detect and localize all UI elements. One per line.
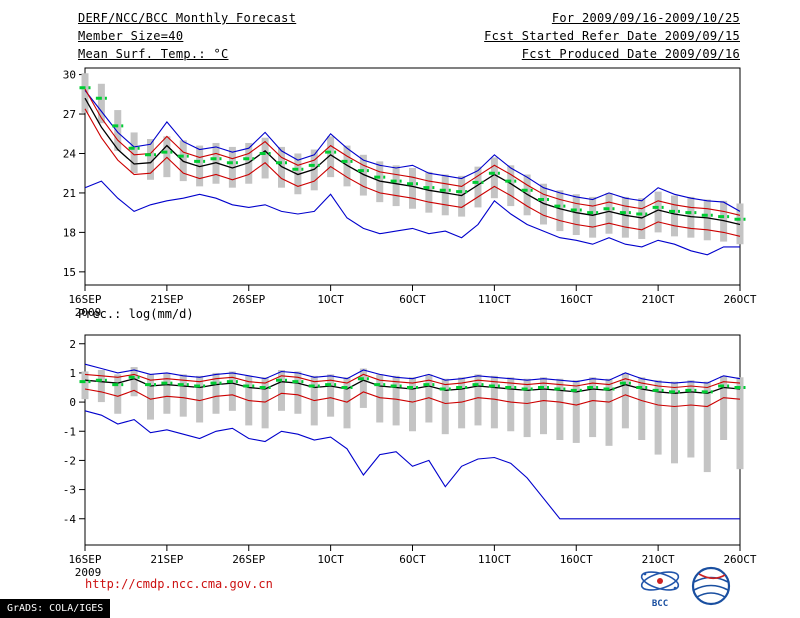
ensemble-mean: [84, 97, 741, 226]
x-year-label: 2009: [75, 566, 102, 579]
x-axis: 16SEP 21SEP 26SEP 1OCT 6OCT 11OCT 16OCT 21OCT 26…: [68, 545, 757, 579]
y-tick-label: 21: [63, 187, 76, 200]
temperature-chart: 15 18 21 24 27 30 16SEP 21SEP 26SEP 1OCT 6OCT 11OCT…: [63, 67, 757, 318]
x-tick-label: 26OCT: [723, 553, 756, 566]
x-tick-label: 21OCT: [642, 293, 675, 306]
y-axis: 15 18 21 24 27 30: [63, 69, 85, 279]
y-tick-label: 30: [63, 69, 76, 82]
produced-date-label: Fcst Produced Date 2009/09/16: [521, 47, 740, 61]
x-year-label: 2009: [75, 306, 102, 318]
x-axis: 16SEP 21SEP 26SEP 1OCT 6OCT 11OCT 16OCT 21OCT 26…: [68, 285, 757, 318]
x-tick-label: 11OCT: [478, 293, 511, 306]
y-tick-label: 1: [69, 367, 76, 380]
x-tick-label: 6OCT: [399, 553, 426, 566]
ensemble-min: [84, 410, 740, 520]
x-tick-label: 26SEP: [232, 293, 265, 306]
x-tick-label: 26SEP: [232, 553, 265, 566]
ensemble-max: [84, 363, 741, 384]
x-tick-label: 21OCT: [642, 553, 675, 566]
y-tick-label: 18: [63, 226, 76, 239]
y-axis: -4 -3 -2 -1 0 1 2: [63, 338, 85, 526]
lower-quartile: [84, 388, 741, 408]
y-tick-label: -4: [63, 513, 77, 526]
y-tick-label: 27: [63, 108, 76, 121]
upper-quartile: [84, 88, 741, 216]
grads-credit: GrADS: COLA/IGES: [0, 599, 111, 618]
x-tick-label: 26OCT: [723, 293, 756, 306]
member-size-label: Member Size=40: [78, 29, 184, 43]
x-tick-label: 1OCT: [317, 293, 344, 306]
plot-title: DERF/NCC/BCC Monthly Forecast: [78, 11, 297, 25]
lower-quartile: [84, 108, 741, 237]
ncc-logo-icon: [691, 566, 731, 606]
y-tick-label: 24: [63, 147, 77, 160]
x-tick-label: 11OCT: [478, 553, 511, 566]
upper-quartile: [84, 373, 741, 389]
x-tick-label: 16OCT: [560, 553, 593, 566]
y-tick-label: -1: [63, 425, 76, 438]
prec-panel-label: Prec.: log(mm/d): [78, 307, 194, 321]
x-tick-label: 21SEP: [150, 553, 183, 566]
x-tick-label: 16OCT: [560, 293, 593, 306]
source-url: http://cmdp.ncc.cma.gov.cn: [85, 577, 273, 591]
ensemble-median: [79, 375, 746, 394]
refer-date-label: Fcst Started Refer Date 2009/09/15: [484, 29, 740, 43]
ensemble-median: [79, 86, 746, 221]
x-tick-label: 16SEP: [68, 293, 101, 306]
ensemble-spread-bar: [81, 367, 744, 473]
bcc-logo-label: BCC: [651, 599, 669, 609]
ncc-logo: [690, 565, 732, 611]
bcc-logo: BCC: [636, 566, 684, 609]
y-tick-label: -2: [63, 454, 76, 467]
x-tick-label: 1OCT: [317, 553, 344, 566]
x-tick-label: 21SEP: [150, 293, 183, 306]
ensemble-min: [84, 180, 740, 256]
forecast-period-label: For 2009/09/16-2009/10/25: [551, 11, 740, 25]
ensemble-max: [84, 90, 741, 212]
temp-panel-label: Mean Surf. Temp.: °C: [78, 47, 229, 61]
y-tick-label: 15: [63, 266, 76, 279]
x-tick-label: 16SEP: [68, 553, 101, 566]
y-tick-label: 0: [69, 396, 76, 409]
y-tick-label: -3: [63, 484, 76, 497]
y-tick-label: 2: [69, 338, 76, 351]
bcc-logo-icon: [640, 571, 680, 591]
x-tick-label: 6OCT: [399, 293, 426, 306]
